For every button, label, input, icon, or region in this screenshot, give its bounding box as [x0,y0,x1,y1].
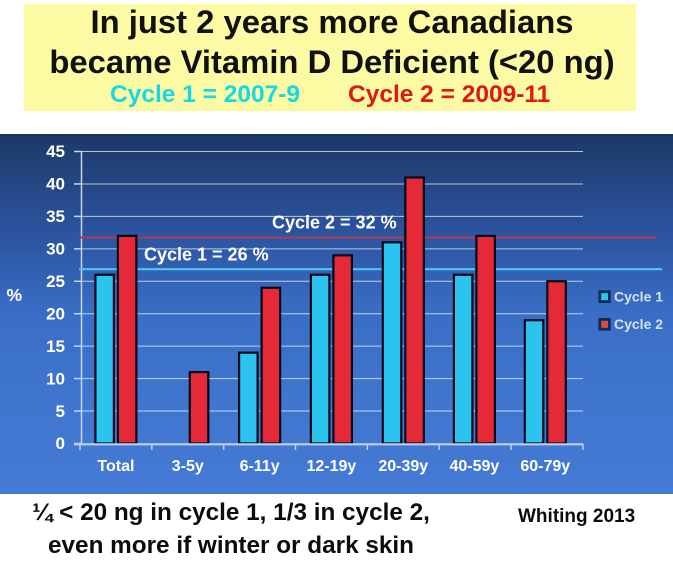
svg-text:45: 45 [46,142,65,161]
svg-text:Cycle 1: Cycle 1 [614,289,663,305]
svg-text:60-79y: 60-79y [520,458,570,475]
svg-text:5: 5 [56,402,65,421]
svg-text:40: 40 [46,175,65,194]
svg-text:10: 10 [46,369,65,388]
svg-text:15: 15 [46,337,65,356]
svg-text:%: % [7,285,23,305]
svg-text:20: 20 [46,304,65,323]
svg-text:Cycle 1 = 26 %: Cycle 1 = 26 % [144,245,269,265]
svg-text:25: 25 [46,272,65,291]
svg-text:20-39y: 20-39y [378,458,428,475]
svg-text:0: 0 [56,434,65,453]
svg-text:Cycle 2: Cycle 2 [614,316,663,332]
svg-text:Total: Total [97,458,134,475]
svg-text:35: 35 [46,207,65,226]
svg-text:30: 30 [46,240,65,259]
svg-text:3-5y: 3-5y [172,458,204,475]
svg-text:12-19y: 12-19y [306,458,356,475]
svg-text:6-11y: 6-11y [240,458,280,475]
svg-text:Cycle 2 = 32 %: Cycle 2 = 32 % [272,213,397,233]
svg-text:40-59y: 40-59y [449,458,499,475]
